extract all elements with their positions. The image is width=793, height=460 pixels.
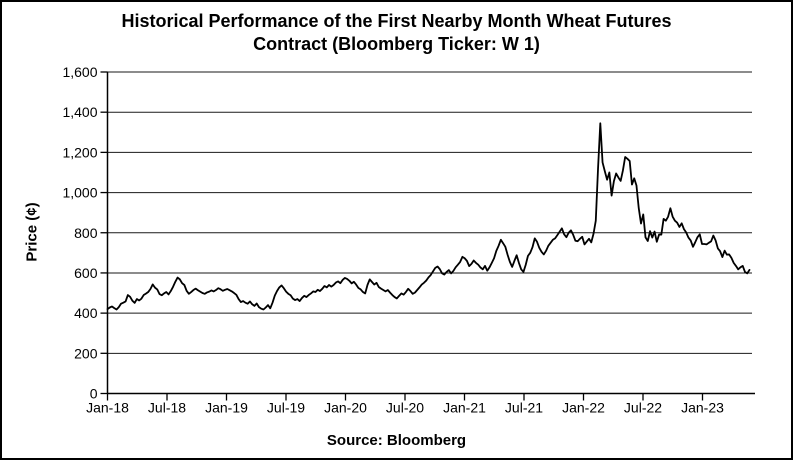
x-tick-label: Jul-20 — [386, 400, 424, 416]
y-tick-label: 0 — [90, 386, 98, 402]
x-tick-label: Jul-21 — [505, 400, 543, 416]
y-tick-label: 1,400 — [62, 104, 97, 120]
y-tick-label: 600 — [74, 265, 98, 281]
y-tick-label: 800 — [74, 225, 98, 241]
y-tick-label: 1,000 — [62, 185, 97, 201]
y-tick-label: 400 — [74, 305, 98, 321]
chart-title: Historical Performance of the First Near… — [121, 11, 672, 54]
x-tick-label: Jan-19 — [205, 400, 248, 416]
price-line-series — [106, 122, 751, 311]
x-tick-label: Jul-19 — [267, 400, 305, 416]
x-tick-label: Jul-22 — [624, 400, 662, 416]
x-tick-label: Jan-22 — [562, 400, 605, 416]
x-tick-label: Jan-23 — [681, 400, 724, 416]
y-tick-label: 1,200 — [62, 144, 97, 160]
x-tick-label: Jan-18 — [86, 400, 129, 416]
x-tick-label: Jul-18 — [148, 400, 186, 416]
x-tick-label: Jan-20 — [324, 400, 367, 416]
y-tick-label: 200 — [74, 345, 98, 361]
x-tick-label: Jan-21 — [443, 400, 486, 416]
y-tick-label: 1,600 — [62, 64, 97, 80]
source-note: Source: Bloomberg — [326, 432, 467, 449]
